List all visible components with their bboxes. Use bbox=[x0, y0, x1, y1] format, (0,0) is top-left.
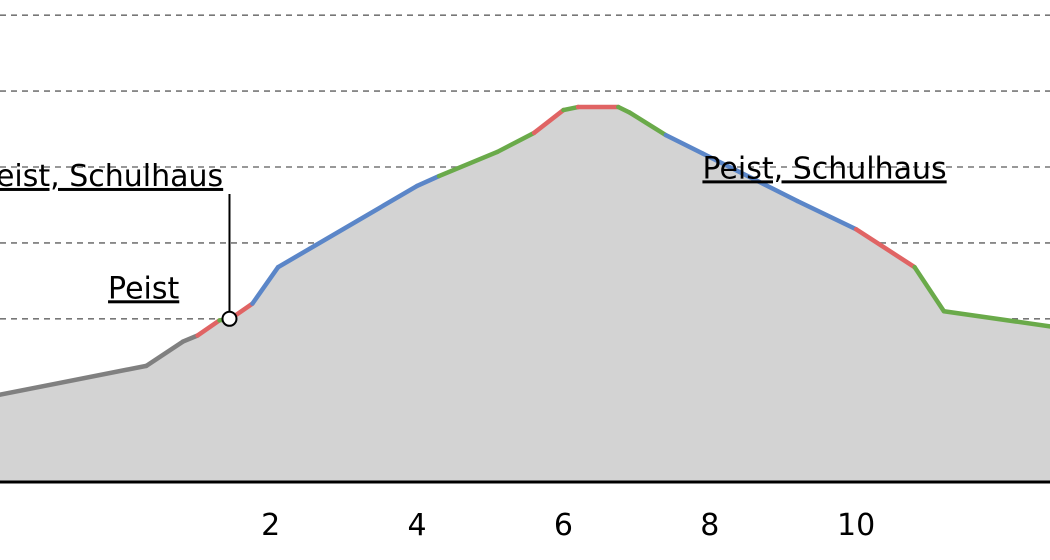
x-axis-ticks: 2 4 6 8 10 bbox=[261, 508, 875, 543]
x-tick-label: 4 bbox=[408, 508, 427, 543]
stop-label: Peist bbox=[108, 271, 179, 306]
stop-annotations: Peist, Schulhaus Peist Peist, Schulhaus bbox=[0, 151, 947, 327]
stop-marker bbox=[221, 310, 238, 327]
profile-segment bbox=[250, 264, 281, 306]
profile-segment bbox=[663, 132, 705, 156]
profile-segment bbox=[180, 333, 200, 344]
profile-segment bbox=[941, 308, 1050, 329]
profile-segment bbox=[195, 318, 222, 338]
profile-segment bbox=[275, 183, 420, 270]
profile-segment bbox=[912, 264, 947, 314]
profile-segment bbox=[436, 149, 500, 179]
profile-segment bbox=[700, 151, 800, 204]
x-tick-label: 6 bbox=[554, 508, 573, 543]
profile-segment bbox=[627, 110, 669, 138]
profile-segment bbox=[853, 226, 917, 270]
profile-segment bbox=[414, 173, 442, 189]
elevation-fill bbox=[0, 107, 1050, 483]
x-tick-label: 10 bbox=[837, 508, 875, 543]
profile-segment bbox=[495, 130, 537, 155]
profile-segment bbox=[795, 198, 859, 232]
x-tick-label: 8 bbox=[700, 508, 719, 543]
profile-segment bbox=[561, 104, 581, 113]
profile-segment bbox=[0, 363, 149, 397]
x-tick-label: 2 bbox=[261, 508, 280, 543]
elevation-area bbox=[0, 107, 1050, 483]
stop-label: Peist, Schulhaus bbox=[0, 159, 223, 194]
profile-segment bbox=[531, 107, 566, 136]
stop-label: Peist, Schulhaus bbox=[702, 151, 946, 186]
profile-segment bbox=[144, 339, 186, 369]
